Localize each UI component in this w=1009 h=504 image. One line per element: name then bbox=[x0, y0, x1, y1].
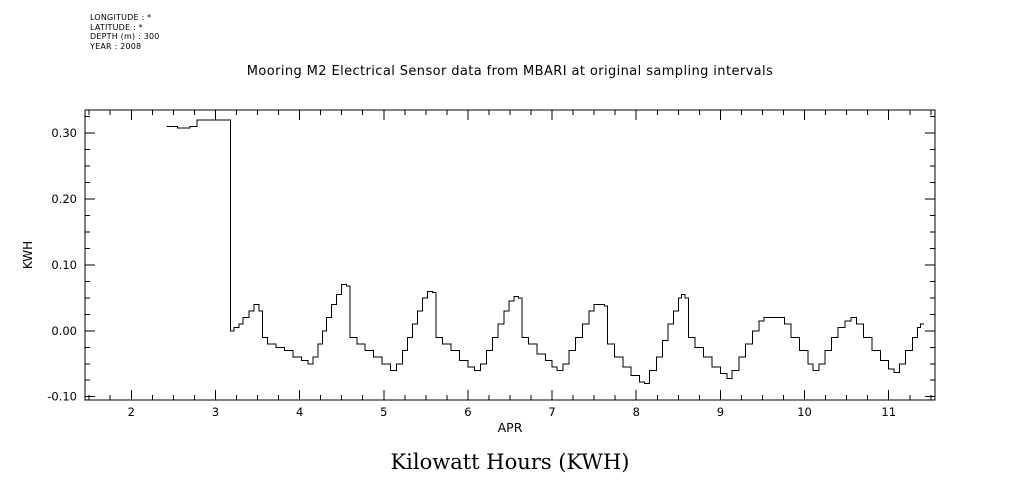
metadata-depth: DEPTH (m) : 300 bbox=[90, 32, 160, 41]
y-axis-title: KWH bbox=[21, 241, 35, 269]
y-tick-label: 0.20 bbox=[51, 192, 77, 206]
x-tick-label: 10 bbox=[797, 405, 812, 419]
y-tick-label: 0.00 bbox=[51, 324, 77, 338]
x-axis-title: APR bbox=[498, 420, 523, 435]
x-tick-label: 7 bbox=[548, 405, 555, 419]
metadata-block: LONGITUDE : * LATITUDE : * DEPTH (m) : 3… bbox=[90, 13, 160, 51]
x-tick-label: 4 bbox=[296, 405, 303, 419]
x-tick-label: 2 bbox=[128, 405, 135, 419]
data-line bbox=[166, 119, 925, 384]
x-tick-label: 8 bbox=[633, 405, 640, 419]
metadata-latitude: LATITUDE : * bbox=[90, 22, 143, 32]
x-tick-label: 11 bbox=[881, 405, 896, 419]
x-tick-label: 6 bbox=[464, 405, 471, 419]
metadata-longitude: LONGITUDE : * bbox=[90, 13, 152, 22]
chart-title: Mooring M2 Electrical Sensor data from M… bbox=[246, 64, 774, 79]
y-tick-label: -0.10 bbox=[47, 390, 77, 404]
x-tick-label: 3 bbox=[212, 405, 219, 419]
x-tick-label: 5 bbox=[380, 405, 387, 419]
x-tick-label: 9 bbox=[717, 405, 724, 419]
figure-caption: Kilowatt Hours (KWH) bbox=[390, 450, 630, 474]
y-tick-label: 0.10 bbox=[51, 258, 77, 272]
y-tick-label: 0.30 bbox=[51, 126, 77, 140]
metadata-year: YEAR : 2008 bbox=[90, 41, 142, 51]
